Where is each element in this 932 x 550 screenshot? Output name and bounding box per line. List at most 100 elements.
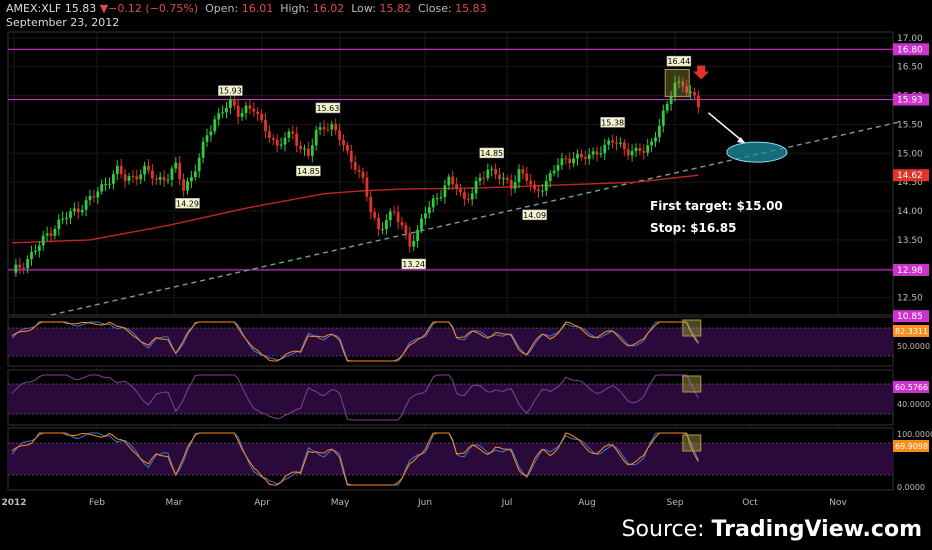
panel-marker-label: 82.3311	[895, 327, 928, 336]
candle-body	[388, 211, 392, 221]
candle-body	[57, 219, 61, 230]
candle-body	[420, 218, 423, 230]
first-target-text: First target: $15.00	[650, 199, 783, 213]
candle-body	[459, 189, 462, 193]
candle-body	[486, 169, 490, 179]
point-label-box	[522, 209, 547, 221]
candle-body	[541, 190, 544, 192]
candle-body	[326, 129, 330, 131]
candle-body	[240, 112, 244, 117]
panel-band	[8, 443, 893, 475]
close-value: 15.83	[455, 2, 487, 15]
candle-body	[209, 131, 213, 136]
candle-body	[22, 267, 26, 269]
point-label-box	[296, 165, 321, 177]
candle-body	[377, 217, 380, 230]
candle-body	[509, 180, 513, 189]
candle-body	[248, 105, 252, 109]
candle-body	[346, 145, 349, 151]
highlight-box	[664, 69, 690, 98]
x-tick-label: Jun	[417, 498, 432, 508]
candle-body	[564, 158, 568, 160]
source-prefix: Source:	[621, 517, 712, 542]
candle-body	[447, 176, 451, 186]
candle-body	[353, 162, 357, 170]
candle-body	[568, 158, 572, 164]
candle-body	[123, 174, 127, 181]
candle-body	[591, 151, 595, 155]
point-label: 14.85	[297, 167, 320, 176]
candle-body	[650, 141, 653, 146]
candle-body	[139, 174, 143, 180]
target-arrow	[707, 112, 746, 144]
candle-body	[513, 182, 517, 189]
candle-body	[357, 169, 361, 172]
point-labels: 15.93 15.63 14.29 14.85 14.85 13.24 14.09 15.38…	[175, 55, 692, 270]
candle-body	[365, 177, 369, 197]
candle-body	[443, 185, 447, 198]
candle-body	[369, 196, 373, 213]
candle-body	[658, 125, 661, 138]
point-label: 15.93	[219, 87, 242, 96]
symbol[interactable]: AMEX:XLF	[6, 2, 62, 15]
candle-body	[529, 180, 533, 185]
candle-body	[49, 233, 53, 236]
candle-body	[119, 165, 123, 175]
point-label-box	[479, 147, 504, 159]
price-marker	[893, 93, 929, 106]
candle-body	[693, 91, 696, 96]
candle-body	[525, 173, 529, 181]
candle-body	[182, 179, 185, 191]
panel-marker	[893, 381, 929, 393]
candle-body	[18, 264, 22, 268]
high-value: 16.02	[312, 2, 345, 15]
candle-body	[435, 198, 439, 200]
candle-body	[283, 137, 287, 145]
source-brand[interactable]: TradingView.com	[711, 517, 922, 542]
candle-body	[544, 180, 548, 191]
candle-body	[381, 229, 384, 231]
candle-body	[131, 176, 135, 178]
candle-body	[170, 168, 174, 180]
candle-body	[147, 165, 150, 171]
candle-body	[478, 177, 482, 182]
candle-body	[599, 153, 603, 155]
candle-body	[30, 252, 33, 260]
source-credit: Source: TradingView.com	[622, 517, 922, 542]
point-label: 16.44	[667, 57, 690, 66]
candle-body	[154, 178, 158, 180]
candle-body	[630, 151, 634, 156]
point-label: 15.38	[601, 118, 624, 127]
x-tick-label: Apr	[254, 498, 270, 508]
candle-body	[580, 153, 583, 158]
candle-body	[268, 131, 271, 138]
candle-body	[626, 149, 630, 156]
candle-body	[533, 184, 536, 190]
open-value: 16.01	[241, 2, 274, 15]
candle-body	[474, 181, 478, 194]
candle-body	[201, 141, 205, 158]
candle-body	[669, 96, 673, 104]
x-tick-label: Feb	[89, 498, 105, 508]
candle-body	[197, 157, 201, 172]
candle-body	[291, 131, 295, 134]
candle-body	[158, 177, 162, 180]
candle-body	[587, 154, 591, 159]
candle-body	[455, 184, 458, 190]
stop-text: Stop: $16.85	[650, 221, 737, 235]
candle-body	[463, 192, 466, 199]
candle-body	[502, 178, 505, 180]
candle-body	[65, 217, 68, 219]
x-tick-label: 2012	[1, 498, 26, 508]
panel-y-tick: 50.0000	[897, 342, 930, 351]
x-tick-label: Sep	[667, 498, 684, 508]
x-tick-label: Jul	[501, 498, 513, 508]
candle-body	[392, 211, 396, 213]
candle-body	[396, 212, 400, 223]
candle-body	[619, 142, 622, 144]
oscillator-line	[11, 374, 699, 421]
candle-body	[322, 127, 326, 130]
trendline[interactable]	[50, 120, 902, 316]
open-label: Open:	[205, 2, 239, 15]
